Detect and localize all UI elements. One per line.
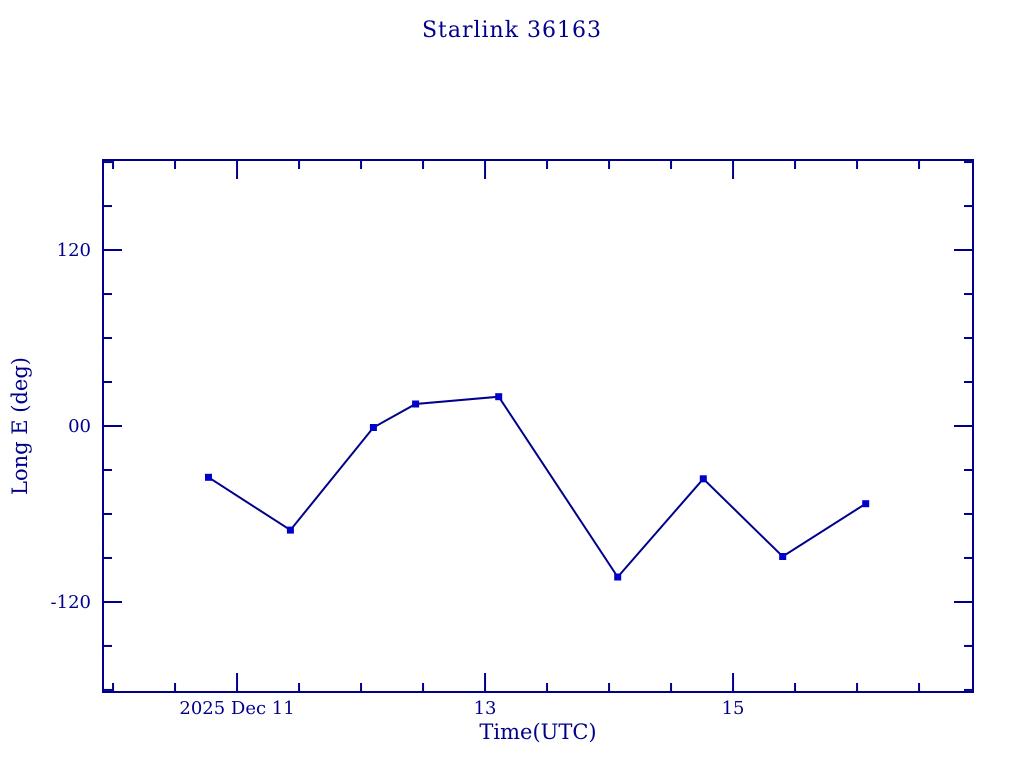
data-line [207, 395, 867, 579]
x-axis-label: Time(UTC) [479, 720, 597, 744]
data-point [205, 473, 212, 481]
y-tick-label: 00 [68, 416, 91, 437]
data-point [614, 573, 622, 581]
data-point [286, 526, 294, 534]
y-tick-label: -120 [51, 592, 91, 613]
x-tick-label: 15 [722, 698, 745, 719]
plot-border [102, 159, 974, 693]
data-point [369, 424, 377, 431]
x-tick-label: 2025 Dec 11 [179, 698, 294, 719]
chart-title: Starlink 36163 [421, 18, 603, 43]
data-point [412, 400, 420, 408]
x-tick-label: 13 [474, 698, 497, 719]
y-tick-label: 120 [57, 240, 91, 261]
data-point [779, 553, 787, 560]
data-point [699, 475, 707, 483]
data-point [495, 393, 503, 401]
data-point [862, 500, 870, 508]
